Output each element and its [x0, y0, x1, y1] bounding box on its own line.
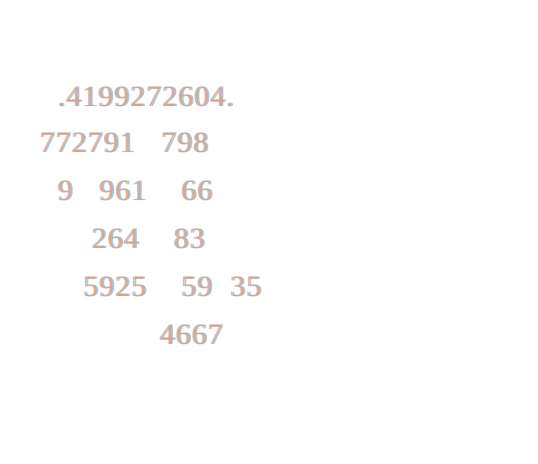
text-line-1: .4199272604.: [58, 80, 235, 113]
text-line-4: 264 83: [58, 222, 206, 255]
text-line-3: 9 961 66: [58, 174, 214, 207]
text-line-6: 4667: [58, 318, 224, 351]
text-line-2: 772791 798: [40, 126, 210, 159]
text-line-5: 5925 59 35: [58, 270, 263, 303]
